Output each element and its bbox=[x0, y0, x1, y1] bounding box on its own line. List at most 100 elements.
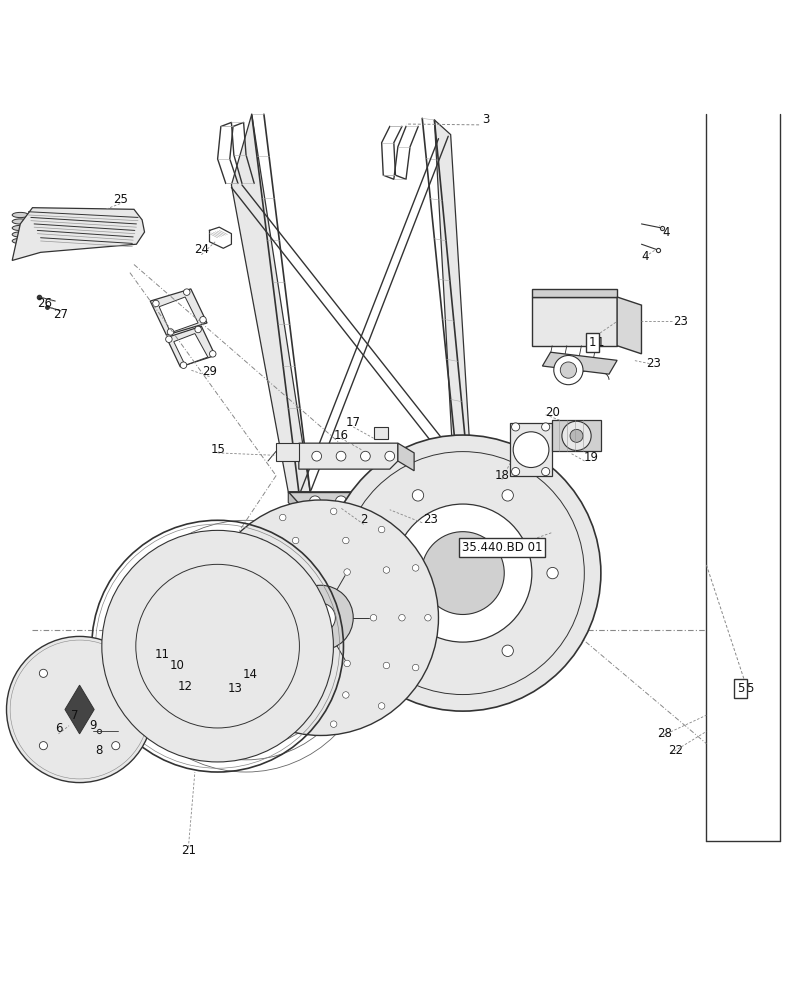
Circle shape bbox=[336, 451, 345, 461]
Circle shape bbox=[195, 326, 201, 333]
Circle shape bbox=[511, 423, 519, 431]
Ellipse shape bbox=[12, 225, 28, 231]
Circle shape bbox=[367, 567, 378, 579]
Circle shape bbox=[209, 351, 216, 357]
Circle shape bbox=[378, 526, 384, 533]
Text: 6: 6 bbox=[54, 722, 62, 735]
Circle shape bbox=[384, 451, 394, 461]
Circle shape bbox=[383, 662, 389, 669]
Circle shape bbox=[236, 614, 242, 621]
Circle shape bbox=[288, 585, 353, 650]
Circle shape bbox=[165, 336, 172, 342]
Circle shape bbox=[569, 429, 582, 442]
Circle shape bbox=[335, 496, 346, 507]
Text: 28: 28 bbox=[656, 727, 671, 740]
Ellipse shape bbox=[12, 219, 28, 224]
Circle shape bbox=[342, 692, 349, 698]
Text: 5: 5 bbox=[736, 682, 744, 695]
Text: 14: 14 bbox=[242, 668, 257, 681]
Text: 9: 9 bbox=[89, 719, 97, 732]
Circle shape bbox=[330, 721, 337, 727]
Text: 29: 29 bbox=[202, 365, 217, 378]
Circle shape bbox=[213, 589, 220, 595]
Text: 19: 19 bbox=[583, 451, 598, 464]
Text: 17: 17 bbox=[345, 416, 360, 429]
Text: 23: 23 bbox=[672, 315, 687, 328]
Circle shape bbox=[39, 742, 47, 750]
Ellipse shape bbox=[12, 232, 28, 237]
Circle shape bbox=[547, 567, 558, 579]
Polygon shape bbox=[276, 443, 298, 461]
Circle shape bbox=[383, 567, 389, 573]
Circle shape bbox=[39, 669, 47, 677]
Circle shape bbox=[370, 614, 376, 621]
Circle shape bbox=[213, 640, 220, 647]
Polygon shape bbox=[65, 685, 94, 734]
Circle shape bbox=[251, 567, 258, 573]
Circle shape bbox=[311, 451, 321, 461]
Polygon shape bbox=[159, 297, 198, 333]
Circle shape bbox=[513, 432, 548, 468]
Circle shape bbox=[183, 289, 190, 295]
Circle shape bbox=[112, 669, 120, 677]
Circle shape bbox=[292, 537, 298, 544]
Text: 7: 7 bbox=[71, 709, 79, 722]
Circle shape bbox=[142, 571, 150, 579]
Circle shape bbox=[541, 468, 549, 476]
Polygon shape bbox=[542, 352, 616, 374]
Circle shape bbox=[101, 530, 333, 762]
Circle shape bbox=[344, 660, 350, 667]
Circle shape bbox=[363, 496, 375, 507]
Circle shape bbox=[167, 329, 174, 335]
Text: 23: 23 bbox=[423, 513, 437, 526]
Circle shape bbox=[342, 537, 349, 544]
Text: 16: 16 bbox=[333, 429, 348, 442]
Circle shape bbox=[279, 514, 285, 521]
Polygon shape bbox=[174, 334, 208, 365]
Text: 5: 5 bbox=[745, 682, 753, 695]
Circle shape bbox=[237, 686, 243, 692]
Circle shape bbox=[152, 300, 159, 307]
Text: 15: 15 bbox=[210, 443, 225, 456]
Text: 11: 11 bbox=[155, 648, 169, 661]
Polygon shape bbox=[373, 427, 388, 439]
Circle shape bbox=[393, 504, 531, 642]
Circle shape bbox=[180, 362, 187, 368]
Polygon shape bbox=[12, 208, 144, 260]
Polygon shape bbox=[231, 114, 310, 492]
Circle shape bbox=[561, 421, 590, 450]
Polygon shape bbox=[166, 326, 215, 367]
Text: 27: 27 bbox=[54, 308, 68, 321]
Circle shape bbox=[314, 642, 322, 650]
Circle shape bbox=[501, 490, 513, 501]
Polygon shape bbox=[288, 492, 487, 510]
Circle shape bbox=[392, 496, 403, 507]
Text: 12: 12 bbox=[178, 680, 192, 693]
Circle shape bbox=[412, 664, 418, 671]
Polygon shape bbox=[150, 289, 207, 335]
Text: 26: 26 bbox=[37, 297, 52, 310]
Text: 3: 3 bbox=[481, 113, 489, 126]
Text: 21: 21 bbox=[181, 844, 195, 857]
Text: 23: 23 bbox=[646, 357, 660, 370]
Circle shape bbox=[511, 468, 519, 476]
Circle shape bbox=[279, 715, 285, 721]
Circle shape bbox=[112, 742, 120, 750]
Text: 13: 13 bbox=[228, 682, 242, 695]
Circle shape bbox=[291, 660, 297, 667]
Text: 8: 8 bbox=[95, 744, 103, 757]
Ellipse shape bbox=[12, 212, 28, 218]
Polygon shape bbox=[298, 443, 397, 469]
Polygon shape bbox=[531, 289, 616, 297]
Text: 10: 10 bbox=[169, 659, 184, 672]
Polygon shape bbox=[551, 420, 600, 451]
Text: 2: 2 bbox=[359, 513, 367, 526]
Text: 4: 4 bbox=[641, 250, 649, 263]
Ellipse shape bbox=[12, 238, 28, 244]
Circle shape bbox=[285, 571, 293, 579]
Polygon shape bbox=[531, 297, 616, 346]
Polygon shape bbox=[397, 443, 414, 471]
Circle shape bbox=[412, 645, 423, 656]
Circle shape bbox=[251, 662, 258, 669]
Text: 1: 1 bbox=[596, 336, 604, 349]
